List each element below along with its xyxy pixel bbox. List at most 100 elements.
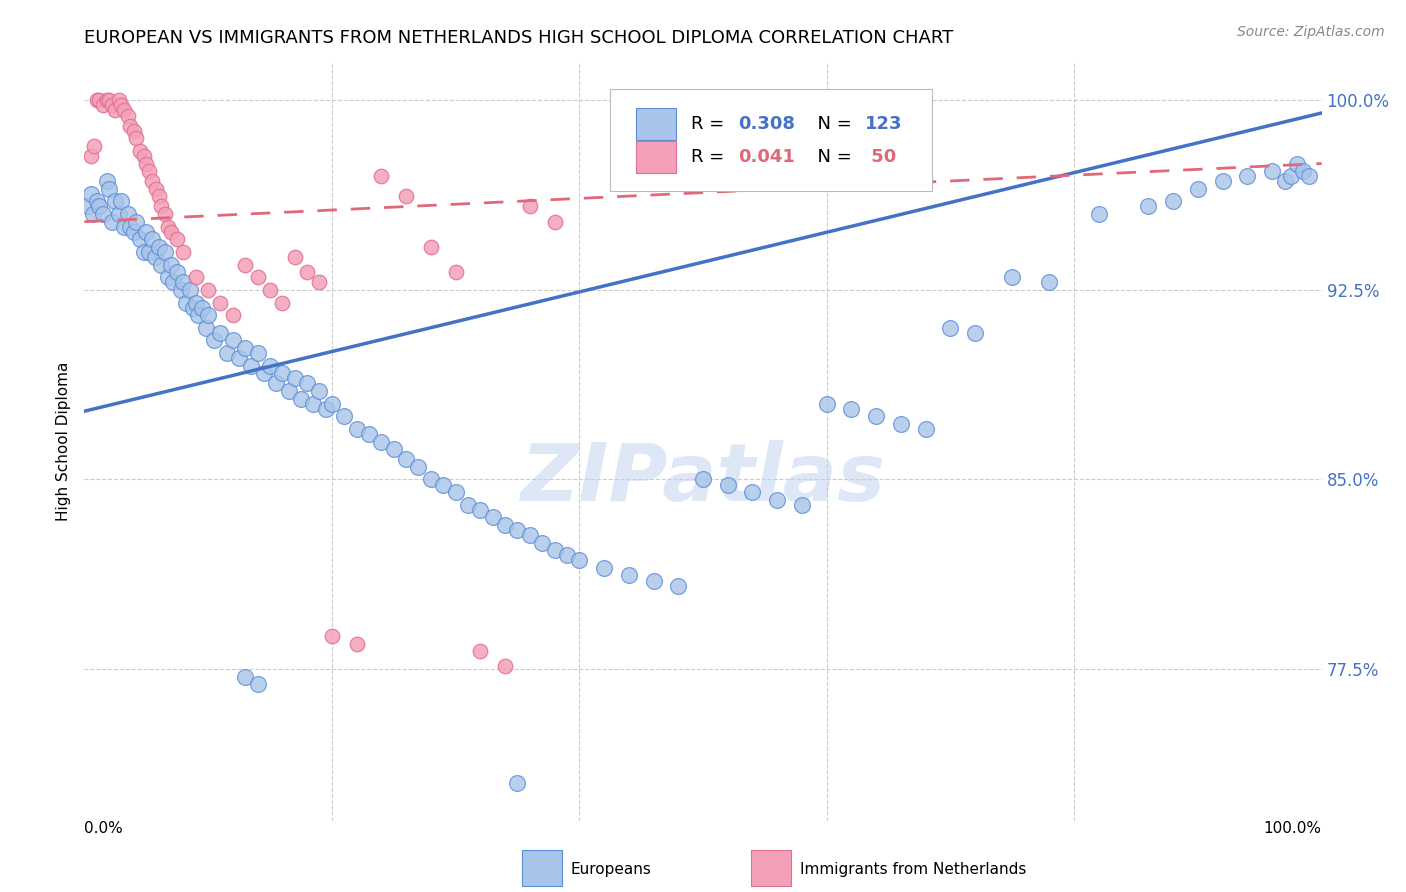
Point <box>246 346 269 360</box>
Point <box>271 295 294 310</box>
Point <box>290 392 312 406</box>
Point <box>233 670 256 684</box>
Point <box>470 503 492 517</box>
Point <box>284 371 307 385</box>
Point <box>519 200 541 214</box>
Text: ZIPatlas: ZIPatlas <box>520 441 886 518</box>
Point <box>271 367 294 381</box>
Point <box>153 207 176 221</box>
Point <box>135 156 157 170</box>
Point <box>617 568 640 582</box>
Point <box>240 359 263 373</box>
Point <box>408 459 430 474</box>
Point <box>370 169 392 184</box>
Point <box>253 367 276 381</box>
Point <box>1236 169 1258 184</box>
Point <box>284 250 307 264</box>
Point <box>108 93 131 107</box>
Point <box>104 194 127 209</box>
Point <box>370 434 392 449</box>
Text: EUROPEAN VS IMMIGRANTS FROM NETHERLANDS HIGH SCHOOL DIPLOMA CORRELATION CHART: EUROPEAN VS IMMIGRANTS FROM NETHERLANDS … <box>84 29 953 47</box>
Point <box>593 561 616 575</box>
Point <box>395 189 418 203</box>
Point <box>91 98 114 112</box>
Point <box>543 215 565 229</box>
Point <box>246 677 269 691</box>
Point <box>98 93 121 107</box>
Point <box>321 629 343 643</box>
Point <box>1161 194 1184 209</box>
Point <box>295 376 318 391</box>
Point <box>120 219 142 234</box>
Point <box>543 543 565 558</box>
Point <box>91 207 114 221</box>
Point <box>457 498 479 512</box>
Point <box>96 174 118 188</box>
Point <box>766 492 789 507</box>
Point <box>181 301 204 315</box>
Point <box>138 245 160 260</box>
Text: R =: R = <box>690 115 730 133</box>
Point <box>79 149 101 163</box>
Point <box>1187 182 1209 196</box>
Point <box>172 245 194 260</box>
Point <box>132 149 155 163</box>
Point <box>150 200 173 214</box>
Point <box>197 283 219 297</box>
Point <box>395 452 418 467</box>
Point <box>117 207 139 221</box>
Point <box>419 473 441 487</box>
Point <box>1285 156 1308 170</box>
Point <box>1212 174 1234 188</box>
Point <box>315 401 337 416</box>
Point <box>162 275 184 289</box>
Point <box>184 270 207 285</box>
Point <box>160 258 183 272</box>
Point <box>302 397 325 411</box>
Point <box>865 409 887 424</box>
Text: Immigrants from Netherlands: Immigrants from Netherlands <box>800 863 1026 878</box>
Point <box>841 401 863 416</box>
Point <box>89 93 111 107</box>
Point <box>222 334 245 348</box>
Point <box>104 103 127 118</box>
Point <box>1292 164 1315 178</box>
Point <box>321 397 343 411</box>
Point <box>166 232 188 246</box>
Point <box>555 548 578 563</box>
Text: N =: N = <box>806 115 858 133</box>
Point <box>643 574 665 588</box>
Point <box>506 776 529 790</box>
Point <box>228 351 250 366</box>
FancyBboxPatch shape <box>523 850 562 886</box>
Point <box>135 225 157 239</box>
Point <box>172 275 194 289</box>
Point <box>666 578 689 592</box>
Point <box>197 308 219 322</box>
Point <box>150 258 173 272</box>
Point <box>202 334 225 348</box>
Point <box>741 485 763 500</box>
FancyBboxPatch shape <box>610 89 932 191</box>
Point <box>444 265 467 279</box>
Point <box>153 245 176 260</box>
Text: 123: 123 <box>865 115 903 133</box>
Point <box>357 427 380 442</box>
Point <box>100 215 122 229</box>
Point <box>83 139 105 153</box>
Text: N =: N = <box>806 148 858 166</box>
Point <box>815 397 838 411</box>
Point <box>166 265 188 279</box>
Point <box>148 240 170 254</box>
Point <box>122 123 145 137</box>
Point <box>1001 270 1024 285</box>
Point <box>98 182 121 196</box>
Point <box>157 219 180 234</box>
Point <box>145 182 167 196</box>
Point <box>89 200 111 214</box>
Point <box>790 498 813 512</box>
Point <box>444 485 467 500</box>
Point <box>494 659 516 673</box>
Point <box>117 109 139 123</box>
Point <box>96 93 118 107</box>
